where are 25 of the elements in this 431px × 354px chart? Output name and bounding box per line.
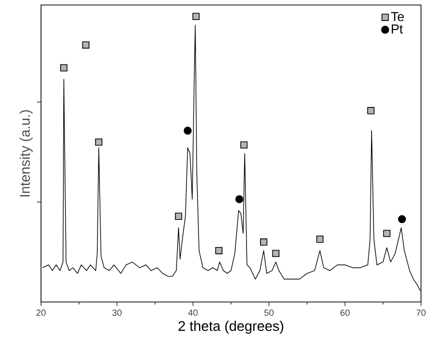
point <box>60 64 68 72</box>
point <box>174 212 182 220</box>
point <box>260 238 268 246</box>
point <box>367 107 374 114</box>
x-tick-label: 30 <box>112 310 122 316</box>
x-tick-label: 40 <box>188 310 198 316</box>
y-axis-title: Intensity (a.u.) <box>20 110 33 196</box>
point <box>184 126 192 135</box>
point <box>272 250 280 258</box>
point <box>215 246 222 254</box>
legend-label: Te <box>391 12 404 22</box>
point <box>383 230 390 238</box>
point <box>316 236 324 243</box>
x-tick-label: 20 <box>36 310 46 316</box>
x-axis-title: 2 theta (degrees) <box>178 320 284 334</box>
point <box>240 141 248 149</box>
x-tick-label: 70 <box>416 310 426 316</box>
x-tick-label: 60 <box>340 310 350 316</box>
legend-label: Pt <box>392 24 403 34</box>
point <box>398 215 406 224</box>
point <box>235 195 244 204</box>
point <box>192 12 200 20</box>
x-tick-label: 50 <box>264 310 274 316</box>
point <box>95 138 102 146</box>
point <box>82 41 90 49</box>
